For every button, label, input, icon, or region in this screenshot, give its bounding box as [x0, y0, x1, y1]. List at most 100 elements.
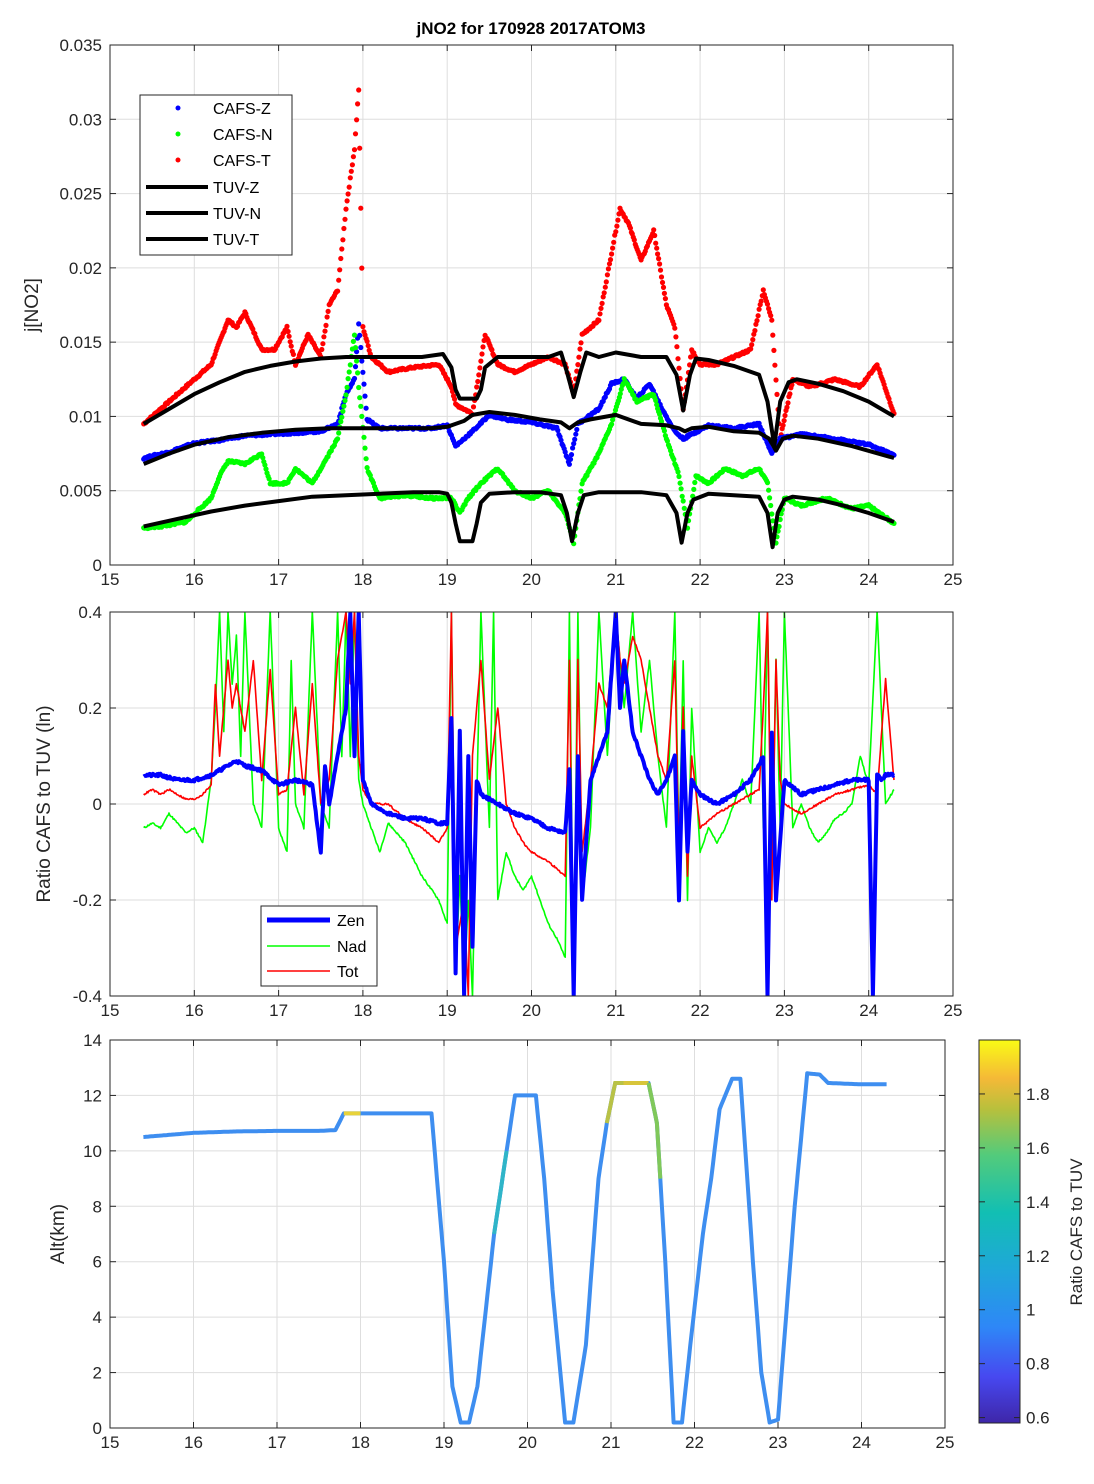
- point-cafs-n: [266, 476, 272, 482]
- point-cafs-n: [364, 465, 370, 471]
- point-cafs-t: [320, 341, 326, 347]
- x-tick-label: 17: [268, 1433, 287, 1452]
- point-cafs-t: [348, 168, 354, 174]
- point-cafs-t: [661, 290, 668, 296]
- point-cafs-t: [780, 422, 786, 428]
- point-cafs-n: [260, 455, 266, 461]
- legend-label-nad: Nad: [337, 939, 366, 956]
- point-cafs-t: [325, 308, 331, 314]
- x-tick-label: 22: [691, 1001, 710, 1020]
- x-tick-label: 19: [435, 1433, 454, 1452]
- x-tick-label: 15: [101, 1001, 120, 1020]
- point-cafs-t: [337, 267, 343, 273]
- y-tick-label: 0: [93, 795, 102, 814]
- colorbar-tick-label: 0.6: [1026, 1409, 1050, 1428]
- figure-title: jNO2 for 170928 2017ATOM3: [416, 19, 646, 38]
- point-cafs-t: [475, 378, 481, 385]
- point-cafs-n: [356, 384, 362, 391]
- point-cafs-n: [341, 403, 347, 409]
- altitude-ratio-accent: [646, 1082, 663, 1179]
- point-cafs-n: [340, 408, 346, 414]
- point-cafs-t: [574, 368, 580, 374]
- point-cafs-t: [364, 338, 370, 344]
- point-cafs-t: [342, 216, 348, 222]
- point-cafs-z: [362, 393, 368, 399]
- point-cafs-t: [773, 377, 779, 383]
- point-cafs-t: [288, 343, 294, 349]
- point-cafs-t: [653, 240, 659, 246]
- point-cafs-z: [574, 426, 580, 433]
- point-cafs-t: [357, 145, 363, 151]
- x-tick-label: 21: [606, 570, 625, 589]
- point-cafs-t: [597, 311, 603, 317]
- legend-label-cafs-n: CAFS-N: [213, 127, 273, 144]
- point-cafs-t: [478, 358, 484, 364]
- point-cafs-n: [677, 480, 683, 486]
- series-zen: [142, 612, 896, 996]
- point-cafs-t: [601, 290, 607, 296]
- point-cafs-n: [345, 376, 351, 382]
- altitude-ratio-accent: [604, 1081, 624, 1124]
- point-cafs-t: [599, 300, 605, 306]
- colorbar-tick-label: 1: [1026, 1301, 1035, 1320]
- colorbar-ticks: 0.6 0.8 1 1.2 1.4 1.6 1.8: [979, 1085, 1050, 1428]
- point-cafs-t: [657, 261, 663, 267]
- point-cafs-z: [570, 445, 576, 451]
- point-cafs-t: [324, 314, 330, 320]
- point-cafs-t: [655, 251, 661, 257]
- x-tick-label: 25: [936, 1433, 955, 1452]
- point-cafs-n: [769, 511, 775, 517]
- y-tick-label: 0.4: [78, 603, 102, 622]
- point-cafs-t: [349, 162, 355, 168]
- point-cafs-t: [749, 342, 755, 348]
- point-cafs-t: [748, 346, 754, 352]
- point-cafs-t: [631, 237, 637, 243]
- colorbar-tick-label: 1.2: [1026, 1247, 1050, 1266]
- point-cafs-t: [886, 396, 892, 402]
- point-cafs-t: [651, 227, 657, 233]
- point-cafs-t: [755, 313, 761, 319]
- legend-marker-cafs-z: [175, 105, 181, 111]
- point-cafs-t: [335, 288, 341, 294]
- legend-label-cafs-t: CAFS-T: [213, 153, 271, 170]
- point-cafs-t: [604, 272, 611, 278]
- x-tick-label: 23: [775, 570, 794, 589]
- point-cafs-t: [598, 305, 604, 311]
- point-cafs-t: [660, 284, 667, 290]
- point-cafs-t: [605, 266, 612, 272]
- point-cafs-n: [661, 428, 668, 434]
- point-cafs-t: [321, 334, 327, 340]
- point-cafs-t: [750, 337, 756, 343]
- x-tick-label: 25: [944, 1001, 963, 1020]
- y-tick-label: 2: [93, 1364, 102, 1383]
- point-cafs-t: [627, 225, 634, 231]
- point-cafs-t: [339, 246, 345, 252]
- legend-marker-cafs-t: [175, 157, 181, 163]
- colorbar-tick-label: 1.8: [1026, 1085, 1050, 1104]
- colorbar-gradient: [978, 1039, 1021, 1424]
- point-cafs-t: [448, 385, 454, 391]
- x-tick-label: 22: [691, 570, 710, 589]
- point-cafs-n: [342, 397, 348, 404]
- point-cafs-n: [343, 392, 349, 398]
- y-tick-label: 8: [93, 1197, 102, 1216]
- point-cafs-t: [341, 225, 347, 232]
- point-cafs-t: [452, 396, 458, 402]
- altitude-ratio-accent: [492, 1150, 509, 1235]
- y-tick-label: 4: [93, 1308, 102, 1327]
- point-cafs-t: [769, 317, 775, 323]
- series-tuv-t: [142, 350, 896, 449]
- point-cafs-n: [681, 505, 687, 511]
- point-cafs-z: [356, 321, 362, 327]
- point-cafs-z: [354, 349, 360, 355]
- point-cafs-t: [607, 257, 614, 263]
- point-cafs-t: [602, 284, 608, 290]
- point-cafs-t: [674, 344, 680, 350]
- panel-jno2: 15 16 17 18 19 20 21 22 23 24 25 0 0.005 0.01 0.015 0.0…: [22, 36, 962, 589]
- series-altitude: [143, 1071, 887, 1425]
- point-cafs-z: [363, 405, 369, 411]
- panel-jno2-ylabel: j[NO2]: [22, 278, 43, 333]
- colorbar-tick-label: 1.4: [1026, 1193, 1050, 1212]
- point-cafs-n: [609, 421, 615, 427]
- point-cafs-t: [603, 279, 609, 285]
